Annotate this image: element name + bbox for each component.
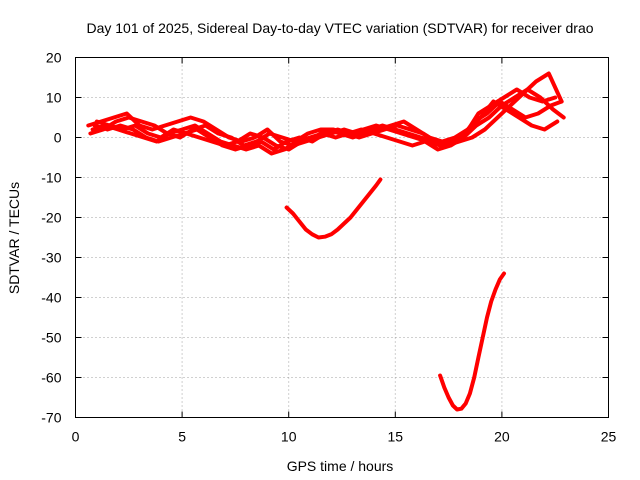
x-tick-label: 15 xyxy=(388,429,404,445)
series-line-track-d xyxy=(88,99,564,148)
y-tick-label: -60 xyxy=(41,370,61,386)
y-tick-label: 20 xyxy=(46,50,62,66)
y-axis-title: SDTVAR / TECUs xyxy=(6,182,22,294)
y-tick-label: 0 xyxy=(54,130,62,146)
y-tick-label: -40 xyxy=(41,290,61,306)
x-tick-label: 20 xyxy=(494,429,510,445)
plot-frame xyxy=(75,57,609,418)
x-tick-label: 25 xyxy=(601,429,617,445)
axes: 0 5 10 15 20 25 -70 -60 -50 -40 -30 -20 -10 0 10 20 xyxy=(41,50,616,445)
y-tick-label: 10 xyxy=(46,90,62,106)
y-tick-label: -30 xyxy=(41,250,61,266)
series-line-track-f xyxy=(284,177,383,240)
x-axis-title: GPS time / hours xyxy=(287,458,394,474)
x-tick-label: 10 xyxy=(281,429,297,445)
y-tick-label: -50 xyxy=(41,330,61,346)
y-tick-label: -10 xyxy=(41,170,61,186)
grid xyxy=(75,57,609,418)
chart-title: Day 101 of 2025, Sidereal Day-to-day VTE… xyxy=(86,20,593,36)
x-tick-label: 0 xyxy=(72,429,80,445)
series-group xyxy=(86,71,566,412)
y-tick-label: -70 xyxy=(41,410,61,426)
y-tick-label: -20 xyxy=(41,210,61,226)
x-tick-label: 5 xyxy=(178,429,186,445)
series-line-track-g xyxy=(438,271,506,412)
series-line-track-e xyxy=(92,87,558,152)
